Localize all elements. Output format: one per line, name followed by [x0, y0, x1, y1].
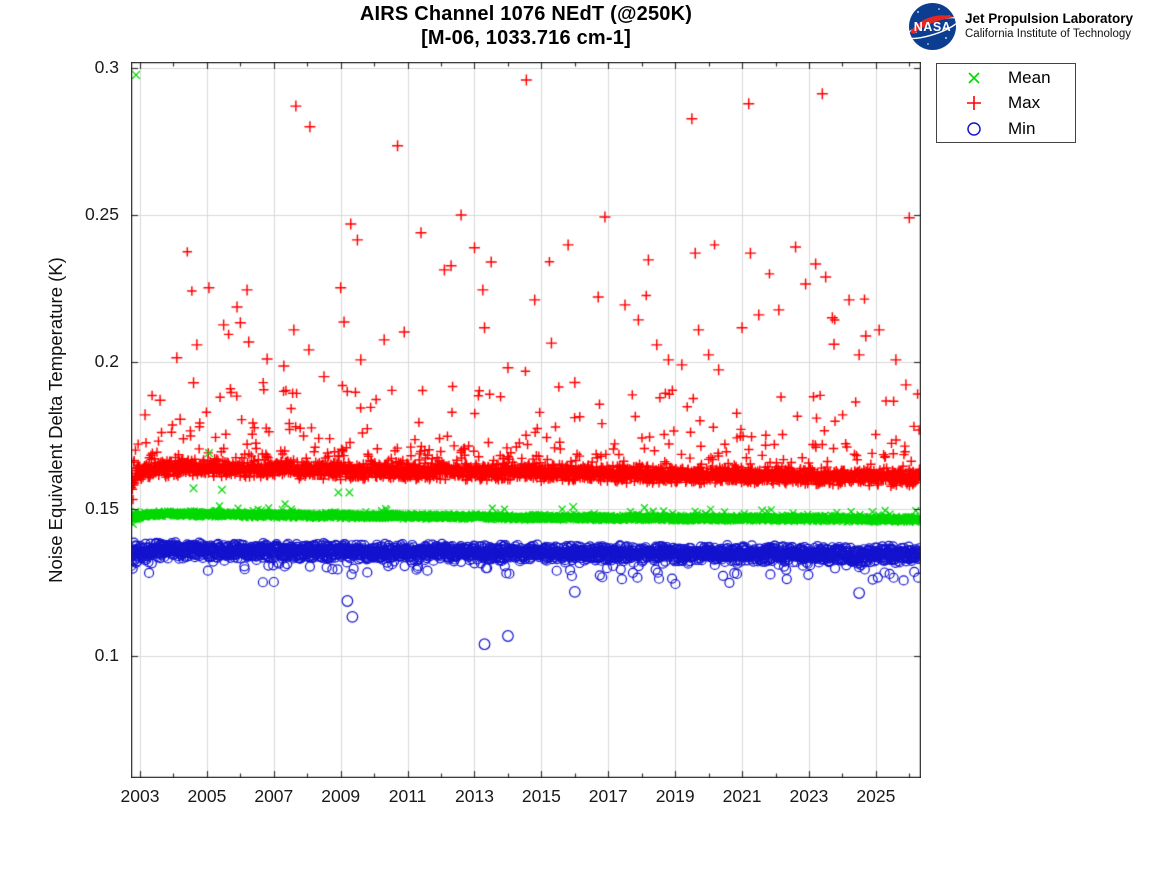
y-tick-label: 0.3	[94, 56, 119, 77]
x-tick-label: 2011	[388, 786, 427, 806]
y-tick-label: 0.2	[94, 350, 119, 371]
x-tick-label: 2019	[655, 786, 695, 806]
legend-item-min: Min	[937, 117, 1075, 141]
plot-canvas	[131, 62, 921, 778]
x-tick-label: 2015	[521, 786, 561, 806]
y-tick-label: 0.1	[94, 644, 119, 665]
jpl-name: Jet Propulsion Laboratory	[965, 11, 1134, 26]
min-circle-icon	[967, 121, 981, 136]
x-tick-label: 2025	[856, 786, 896, 806]
chart-subtitle: [M-06, 1033.716 cm-1]	[421, 27, 631, 49]
svg-text:NASA: NASA	[914, 20, 951, 34]
plot-area	[131, 62, 921, 778]
y-tick-label: 0.15	[84, 497, 119, 518]
x-tick-label: 2021	[722, 786, 762, 806]
legend-item-max: Max	[937, 91, 1075, 115]
legend-item-mean: Mean	[937, 66, 1075, 90]
legend: Mean Max Min	[936, 63, 1076, 143]
x-tick-label: 2005	[187, 786, 227, 806]
chart-title: AIRS Channel 1076 NEdT (@250K)	[359, 3, 693, 25]
legend-label-mean: Mean	[1008, 67, 1051, 87]
y-axis-label: Noise Equivalent Delta Temperature (K)	[45, 257, 66, 583]
nasa-meatball-icon: NASA	[909, 3, 956, 50]
legend-label-max: Max	[1008, 93, 1041, 112]
x-tick-label: 2009	[321, 786, 361, 806]
legend-label-min: Min	[1008, 118, 1036, 138]
jpl-wordmark: Jet Propulsion Laboratory California Ins…	[965, 2, 1133, 41]
jpl-logo-block: NASA Jet Propulsion Laboratory Californi…	[908, 2, 1133, 51]
x-tick-label: 2017	[588, 786, 628, 806]
x-tick-label: 2007	[254, 786, 294, 806]
max-plus-icon	[967, 96, 981, 110]
mean-x-icon	[968, 71, 980, 84]
x-tick-label: 2003	[120, 786, 160, 806]
x-tick-label: 2023	[789, 786, 829, 806]
caltech-name: California Institute of Technology	[965, 28, 1131, 40]
y-tick-label: 0.25	[84, 203, 119, 224]
x-tick-label: 2013	[455, 786, 494, 806]
